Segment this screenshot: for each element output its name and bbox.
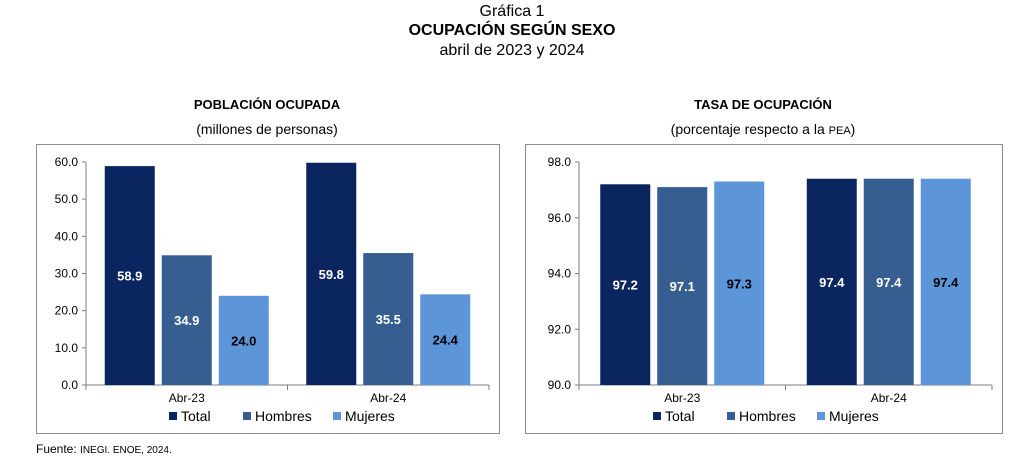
right-chart-subtitle-end: ) (850, 121, 856, 137)
source-prefix: Fuente: (36, 442, 77, 456)
right-bar-mujeres (920, 178, 971, 385)
right-legend-swatch (727, 412, 735, 420)
left-data-label: 58.9 (117, 269, 142, 284)
right-chart: 90.0 92.0 94.0 96.0 98.0 97.2 97.1 97.3 Abr-23 97… (548, 155, 993, 424)
right-chart-panel: 90.0 92.0 94.0 96.0 98.0 97.2 97.1 97.3 Abr-23 97… (525, 144, 1003, 434)
figure-title: OCUPACIÓN SEGÚN SEXO (408, 22, 616, 39)
left-legend-swatch (333, 412, 341, 420)
left-y-tick-label: 50.0 (55, 192, 79, 206)
left-chart-panel: 0.0 10.0 20.0 30.0 40.0 50.0 60.0 58.9 34.9 24.0 A… (36, 144, 500, 434)
left-y-tick-label: 0.0 (61, 378, 78, 392)
left-y-tick-label: 40.0 (55, 229, 79, 243)
left-category-label: Abr-23 (169, 391, 205, 405)
right-y-tick-label: 96.0 (548, 211, 572, 225)
left-data-label: 34.9 (174, 313, 199, 328)
right-legend-label: Mujeres (829, 408, 879, 424)
right-bar-hombres (863, 178, 914, 385)
right-category-label: Abr-24 (871, 391, 907, 405)
right-bar-mujeres (714, 181, 765, 385)
right-legend-swatch (653, 412, 661, 420)
right-bar-total (600, 184, 651, 385)
left-category-label: Abr-24 (370, 391, 406, 405)
left-legend-swatch (243, 412, 251, 420)
left-chart-subtitle: (millones de personas) (196, 121, 338, 137)
right-y-tick-label: 92.0 (548, 322, 572, 336)
left-bar-hombres (363, 253, 414, 385)
left-bar-total (104, 166, 155, 385)
figure-period: abril de 2023 y 2024 (439, 42, 585, 59)
right-chart-subtitle: (porcentaje respecto a la PEA) (525, 121, 1001, 137)
left-data-label: 24.0 (231, 333, 256, 348)
right-y-tick-label: 90.0 (548, 378, 572, 392)
left-chart-title: POBLACIÓN OCUPADA (193, 97, 341, 112)
left-legend-label: Mujeres (345, 408, 395, 424)
left-legend-swatch (169, 412, 177, 420)
right-chart-subtitle-abbr: PEA (828, 125, 851, 137)
source-body: INEGI. ENOE, 2024. (80, 445, 172, 456)
left-legend-label: Hombres (255, 408, 312, 424)
right-y-tick-label: 94.0 (548, 267, 572, 281)
right-data-label: 97.2 (613, 278, 638, 293)
source-note: Fuente: INEGI. ENOE, 2024. (36, 442, 172, 456)
right-y-tick-label: 98.0 (548, 155, 572, 169)
right-category-label: Abr-23 (664, 391, 700, 405)
right-chart-title: TASA DE OCUPACIÓN (694, 97, 832, 112)
left-data-label: 35.5 (376, 312, 401, 327)
right-bar-total (806, 178, 857, 385)
right-bar-hombres (657, 187, 708, 385)
left-bar-total (306, 162, 357, 385)
left-legend-label: Total (181, 408, 211, 424)
right-legend-swatch (817, 412, 825, 420)
left-data-label: 24.4 (433, 333, 459, 348)
left-bar-mujeres (420, 294, 471, 385)
right-legend-label: Hombres (739, 408, 796, 424)
right-data-label: 97.1 (670, 279, 695, 294)
right-data-label: 97.3 (727, 276, 752, 291)
right-data-label: 97.4 (876, 275, 902, 290)
left-y-tick-label: 30.0 (55, 267, 79, 281)
left-y-tick-label: 20.0 (55, 304, 79, 318)
right-data-label: 97.4 (819, 275, 845, 290)
right-legend-label: Total (665, 408, 695, 424)
right-chart-subtitle-main: (porcentaje respecto a la (670, 121, 829, 137)
left-bar-hombres (161, 255, 212, 385)
right-data-label: 97.4 (933, 275, 959, 290)
left-y-tick-label: 10.0 (55, 341, 79, 355)
left-chart: 0.0 10.0 20.0 30.0 40.0 50.0 60.0 58.9 34.9 24.0 A… (55, 155, 490, 424)
left-data-label: 59.8 (319, 267, 344, 282)
left-bar-mujeres (218, 295, 269, 385)
figure-label: Gráfica 1 (479, 3, 545, 20)
left-y-tick-label: 60.0 (55, 155, 79, 169)
